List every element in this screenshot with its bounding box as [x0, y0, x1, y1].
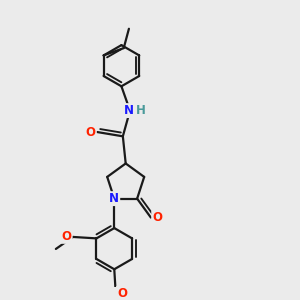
Text: N: N	[124, 104, 134, 117]
Text: N: N	[109, 192, 119, 205]
Text: O: O	[62, 230, 72, 243]
Text: O: O	[152, 211, 162, 224]
Text: O: O	[86, 125, 96, 139]
Text: H: H	[136, 104, 146, 117]
Text: O: O	[117, 287, 127, 300]
